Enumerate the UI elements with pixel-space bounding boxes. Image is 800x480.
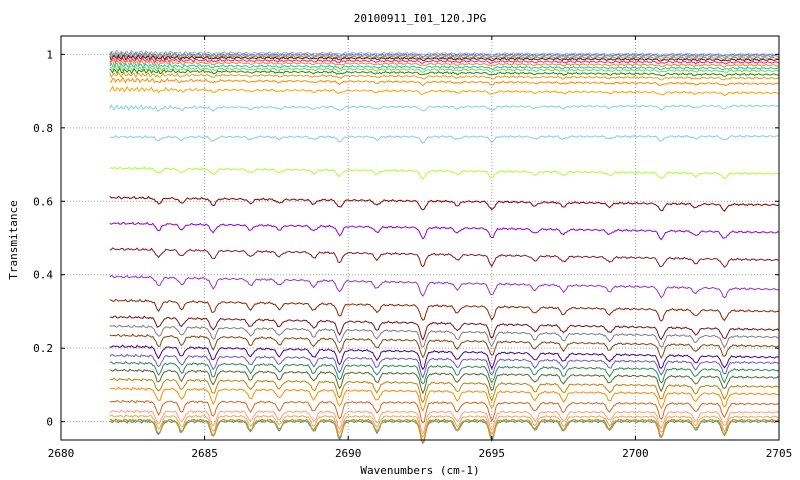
series-line-6 — [109, 56, 780, 65]
y-tick-label: 0.4 — [33, 269, 53, 282]
x-tick-label: 2700 — [622, 447, 649, 460]
series-line-30 — [109, 386, 780, 412]
y-axis-label: Transmitance — [7, 200, 20, 279]
series-line-1 — [109, 49, 780, 57]
series-line-15 — [109, 134, 780, 144]
series-line-33 — [109, 414, 780, 438]
x-axis-label: Wavenumbers (cm-1) — [360, 464, 479, 477]
x-tick-label: 2690 — [335, 447, 362, 460]
series-group — [109, 49, 780, 445]
series-line-29 — [109, 377, 780, 404]
axis-ticks: 2680 2685 2690 2695 2700 2705 0 0.2 0.4 0.6 0.8 1 — [33, 36, 792, 460]
series-line-26 — [109, 353, 780, 379]
series-line-27 — [109, 360, 780, 385]
series-line-10 — [109, 67, 779, 77]
x-tick-label: 2685 — [191, 447, 218, 460]
series-line-13 — [109, 85, 780, 97]
x-tick-label: 2695 — [479, 447, 506, 460]
series-line-19 — [109, 247, 780, 268]
series-line-5 — [109, 54, 780, 62]
y-tick-label: 0.2 — [33, 342, 53, 355]
series-line-17 — [109, 195, 780, 212]
y-tick-label: 1 — [46, 48, 53, 61]
series-line-31 — [109, 399, 780, 424]
series-line-25 — [109, 344, 780, 371]
series-line-23 — [109, 324, 780, 349]
series-line-32 — [109, 409, 780, 436]
series-line-8 — [109, 62, 780, 71]
plot-frame — [60, 35, 780, 441]
series-line-36 — [109, 419, 780, 445]
series-line-14 — [109, 103, 780, 112]
y-tick-label: 0.8 — [33, 122, 53, 135]
series-line-24 — [109, 333, 779, 360]
series-line-28 — [109, 368, 780, 395]
chart-title: 20100911_I01_120.JPG — [354, 12, 486, 25]
series-line-12 — [109, 76, 780, 87]
series-line-18 — [109, 221, 780, 241]
series-line-7 — [109, 59, 780, 68]
series-line-9 — [109, 64, 780, 73]
y-tick-label: 0 — [46, 416, 53, 429]
series-line-22 — [109, 315, 780, 341]
series-line-21 — [109, 298, 780, 322]
x-tick-label: 2680 — [48, 447, 75, 460]
y-tick-label: 0.6 — [33, 195, 53, 208]
series-line-20 — [109, 274, 780, 299]
series-line-16 — [109, 166, 780, 180]
series-line-11 — [109, 71, 780, 81]
x-tick-label: 2705 — [766, 447, 793, 460]
